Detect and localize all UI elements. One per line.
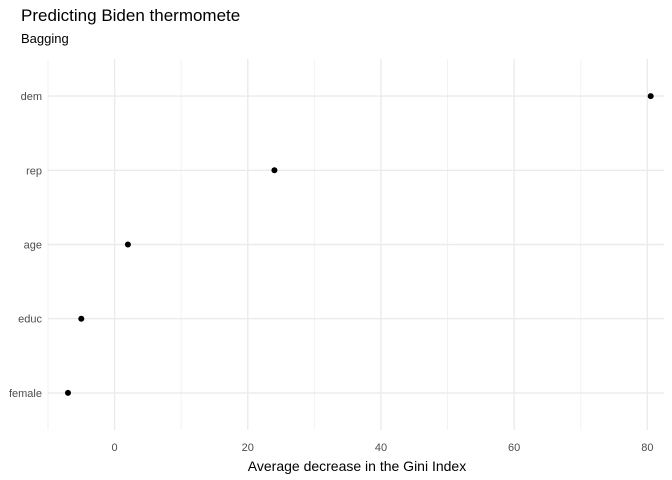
x-tick-label: 0 [112,442,118,454]
point-female [64,389,71,396]
y-tick-label-educ: educ [18,314,42,326]
x-tick-labels: 0 20 40 60 80 [112,442,654,454]
chart-title: Predicting Biden thermomete [21,6,240,25]
x-axis-title: Average decrease in the Gini Index [248,458,466,474]
point-dem [647,93,654,100]
y-tick-labels: dem rep age educ female [9,91,43,400]
point-educ [78,315,85,322]
y-tick-label-female: female [9,388,42,400]
grid [47,59,664,430]
data-points [64,93,654,396]
x-tick-label: 60 [508,442,520,454]
x-tick-label: 20 [242,442,254,454]
chart-subtitle: Bagging [21,31,69,46]
y-tick-label-age: age [24,240,42,252]
point-age [124,241,131,248]
x-tick-label: 80 [641,442,653,454]
x-tick-label: 40 [375,442,387,454]
point-rep [271,167,278,174]
y-tick-label-dem: dem [21,91,42,103]
y-tick-label-rep: rep [26,165,42,177]
